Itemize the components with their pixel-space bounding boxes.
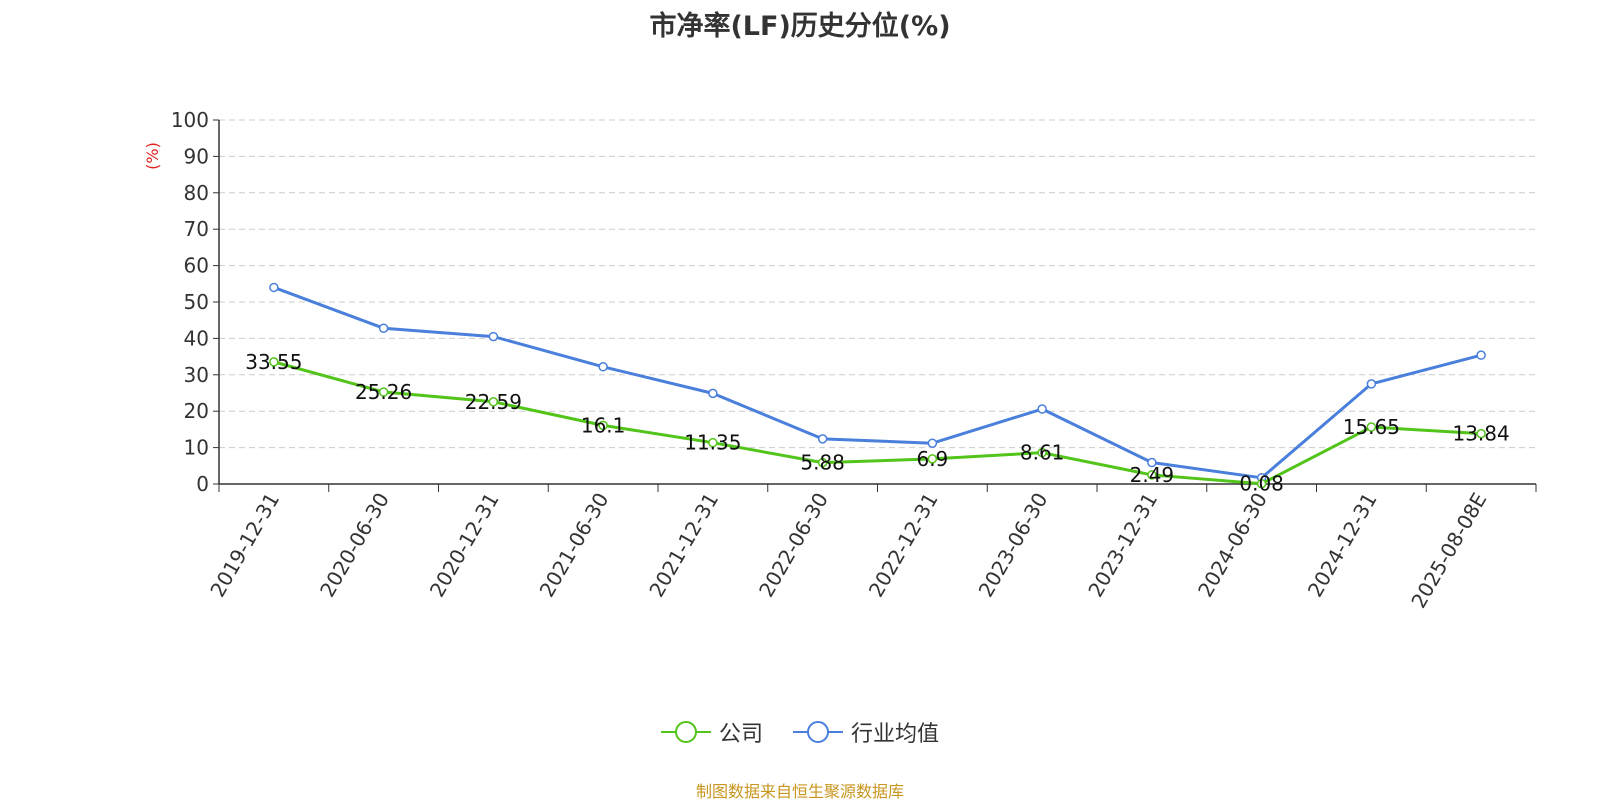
data-point: [488, 331, 499, 342]
y-tick-label: 60: [184, 254, 209, 278]
data-point: [1366, 422, 1377, 432]
data-point: [598, 362, 608, 372]
y-tick-label: 100: [171, 108, 209, 132]
x-tick-label: 2024-12-31: [1303, 489, 1382, 602]
data-point: [269, 282, 279, 293]
x-tick-label: 2024-06-30: [1193, 489, 1272, 602]
series: [269, 282, 1486, 489]
data-point: [378, 323, 389, 333]
y-tick-label: 50: [184, 290, 209, 314]
x-tick-label: 2023-06-30: [974, 489, 1053, 602]
data-point: [1366, 379, 1377, 389]
legend-industry-icon: [793, 721, 843, 743]
data-point: [927, 454, 938, 464]
data-label: 8.61: [1020, 441, 1065, 465]
legend: 公司 行业均值: [0, 716, 1600, 748]
data-point: [708, 388, 718, 399]
data-label: 0.08: [1239, 472, 1284, 496]
data-point: [1037, 447, 1047, 458]
data-label: 5.88: [800, 451, 845, 475]
x-tick-label: 2025-08-08E: [1406, 489, 1491, 613]
data-label: 33.55: [245, 350, 302, 374]
axes: 0 10 20 30 40 50 60 70 80 90 100 2019-12-31 2020-06-…: [171, 108, 1537, 613]
data-point: [488, 397, 499, 407]
y-tick-label: 80: [184, 181, 209, 205]
series-line-1: [273, 286, 1482, 480]
y-tick-label: 70: [184, 217, 209, 241]
y-axis-label: (%): [143, 142, 162, 170]
y-tick-label: 20: [184, 399, 209, 423]
data-point: [1476, 428, 1486, 439]
data-point: [1037, 404, 1047, 414]
data-label: 2.49: [1130, 463, 1175, 487]
data-label: 6.9: [916, 447, 948, 471]
data-point: [378, 387, 389, 397]
data-point: [708, 437, 718, 448]
y-tick-label: 40: [184, 326, 209, 350]
chart-title: 市净率(LF)历史分位(%): [649, 11, 951, 42]
x-tick-label: 2022-06-30: [754, 489, 833, 602]
data-point: [598, 420, 608, 431]
legend-industry-label: 行业均值: [851, 722, 940, 747]
x-tick-label: 2023-12-31: [1083, 489, 1162, 602]
data-point: [927, 438, 938, 448]
legend-item-industry[interactable]: 行业均值: [793, 716, 939, 748]
data-label: 11.35: [684, 431, 741, 455]
data-label: 22.59: [465, 390, 522, 414]
x-tick-label: 2020-12-31: [425, 489, 504, 602]
y-tick-label: 90: [184, 144, 209, 168]
x-tick-label: 2019-12-31: [205, 489, 284, 602]
data-label: 13.84: [1452, 422, 1509, 446]
legend-company-icon: [660, 721, 711, 743]
y-tick-label: 10: [184, 436, 209, 460]
data-label: 16.1: [581, 413, 626, 437]
data-labels: 33.55 25.26 22.59 16.1 11.35 5.88 6.9 8.61 2.49 0…: [245, 350, 1510, 496]
data-point: [1147, 470, 1157, 480]
data-point: [817, 457, 828, 468]
source-note: 制图数据来自恒生聚源数据库: [695, 782, 904, 801]
legend-item-company[interactable]: 公司: [660, 716, 763, 748]
data-point: [269, 357, 279, 367]
x-tick-label: 2022-12-31: [864, 489, 943, 602]
x-tick-label: 2021-06-30: [535, 489, 614, 602]
x-tick-label: 2021-12-31: [644, 489, 723, 602]
y-tick-label: 30: [184, 363, 209, 387]
grid-lines: [219, 119, 1536, 449]
x-tick-label: 2020-06-30: [315, 489, 394, 602]
y-tick-label: 0: [196, 472, 209, 496]
data-point: [817, 434, 828, 444]
legend-company-label: 公司: [718, 722, 763, 747]
data-point: [1476, 350, 1486, 360]
data-label: 15.65: [1343, 415, 1400, 439]
data-point: [1147, 457, 1157, 468]
data-point: [1256, 478, 1267, 489]
series-line-0: [273, 360, 1482, 486]
data-label: 25.26: [355, 380, 412, 404]
